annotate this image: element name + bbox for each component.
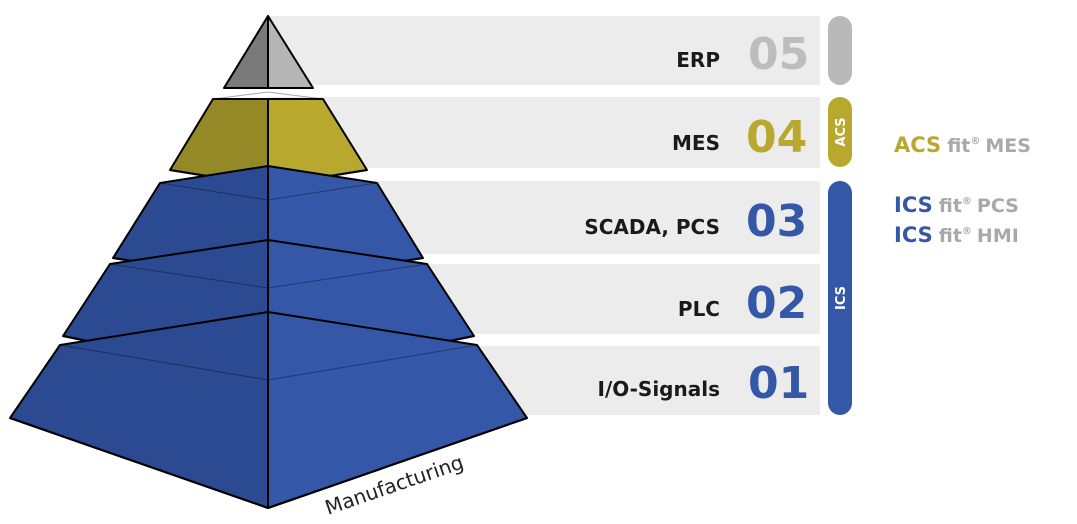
product-ics-fit-pcs: ICS fit® PCS <box>894 190 1019 218</box>
layer-io-edge <box>9 417 528 509</box>
layer-mes-rim <box>212 91 324 100</box>
registered-icon: ® <box>970 136 981 147</box>
layer-plc-rim <box>109 263 428 289</box>
bar-level-04 <box>235 97 820 168</box>
pyramid-layers <box>9 15 528 509</box>
level-03-number: 03 <box>746 196 807 247</box>
registered-icon: ® <box>961 196 972 207</box>
level-05-number: 05 <box>748 29 809 80</box>
level-04-label: MES <box>672 131 720 155</box>
level-01-number: 01 <box>748 358 809 409</box>
level-04-number: 04 <box>746 112 807 163</box>
pill-acs-label: ACS <box>834 117 849 146</box>
product-ics-fit-hmi: ICS fit® HMI <box>894 220 1019 248</box>
product-brand: ICS <box>894 223 933 247</box>
product-target: HMI <box>976 225 1019 247</box>
product-target: MES <box>985 135 1031 157</box>
layer-erp-right <box>267 15 314 89</box>
product-fit: fit <box>938 225 962 247</box>
product-fit: fit <box>947 135 971 157</box>
registered-icon: ® <box>961 226 972 237</box>
product-fit: fit <box>938 195 962 217</box>
pills: ACS ICS <box>828 16 852 415</box>
layer-erp-left <box>223 15 269 89</box>
product-brand: ICS <box>894 193 933 217</box>
product-acs-fit-mes: ACS fit® MES <box>894 130 1031 158</box>
pill-ics <box>828 181 852 415</box>
pill-acs <box>828 97 852 167</box>
product-brand: ACS <box>894 133 942 157</box>
level-02-number: 02 <box>746 278 807 329</box>
pill-erp <box>828 16 852 85</box>
level-texts: ERP 05 MES 04 SCADA, PCS 03 PLC 02 I/O-S… <box>584 29 809 409</box>
layer-scada-rim <box>159 182 378 201</box>
product-target: PCS <box>976 195 1019 217</box>
level-01-label: I/O-Signals <box>598 377 721 401</box>
level-02-label: PLC <box>678 297 720 321</box>
layer-io-rim <box>59 344 478 381</box>
pill-ics-label: ICS <box>834 286 849 310</box>
layer-io-left <box>9 311 269 509</box>
bar-level-05 <box>235 16 820 85</box>
level-05-label: ERP <box>676 48 720 72</box>
level-03-label: SCADA, PCS <box>584 215 720 239</box>
